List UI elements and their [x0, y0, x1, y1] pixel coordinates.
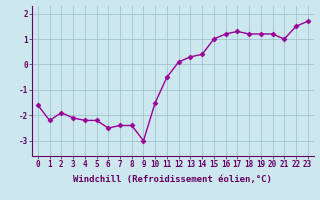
- X-axis label: Windchill (Refroidissement éolien,°C): Windchill (Refroidissement éolien,°C): [73, 175, 272, 184]
